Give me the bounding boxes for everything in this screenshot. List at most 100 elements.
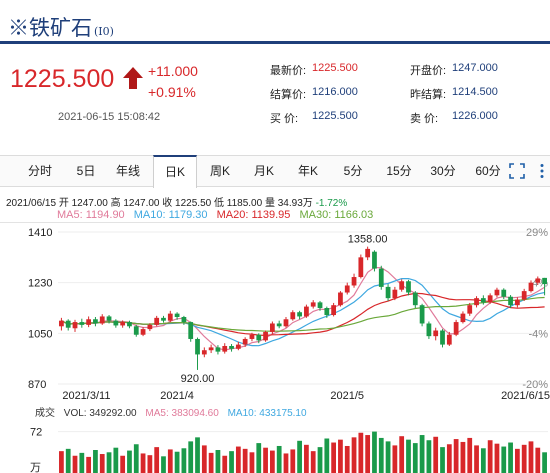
bid-price-value: 1225.500 xyxy=(312,110,358,122)
volume-bar xyxy=(140,453,146,473)
candle xyxy=(86,319,92,325)
candle xyxy=(120,322,126,326)
volume-bar xyxy=(297,440,302,473)
candle xyxy=(372,251,377,269)
kline-chart[interactable]: 1410 29%1230 4%1050 -4%870 -20%1358.00920.00… xyxy=(0,222,550,402)
tab-weekly-k[interactable]: 周K xyxy=(209,164,230,178)
open-price-label: 开盘价: xyxy=(410,65,447,77)
x-tick-label: 2021/6/15 xyxy=(501,390,550,402)
more-icon[interactable] xyxy=(534,163,550,179)
page-title: ※铁矿石 (I0) xyxy=(8,12,114,42)
candle xyxy=(59,320,64,327)
commodity-code: (I0) xyxy=(94,25,114,38)
volume-legend: 成交 VOL: 349292.00 MA5: 383094.60 MA10: 4… xyxy=(35,404,313,419)
candle xyxy=(385,286,391,299)
candle xyxy=(406,281,411,293)
candle xyxy=(521,291,527,300)
y-tick-pct-label: -20% xyxy=(522,379,548,391)
last-price: 1225.500 xyxy=(10,65,115,93)
volume-bar xyxy=(242,448,248,473)
volume-bar xyxy=(113,447,119,473)
candle xyxy=(365,248,371,258)
tab-15min[interactable]: 15分 xyxy=(386,164,412,178)
x-tick-label: 2021/3/11 xyxy=(62,390,110,402)
volume-bar xyxy=(440,447,445,473)
commodity-name: ※铁矿石 xyxy=(8,16,92,40)
candle xyxy=(467,305,473,314)
volume-bar xyxy=(433,436,439,473)
volume-bar xyxy=(351,437,357,473)
candle xyxy=(426,323,432,337)
candle xyxy=(263,331,268,341)
ma-legend: MA5: 1194.90 MA10: 1179.30 MA20: 1139.95… xyxy=(57,209,379,221)
candle xyxy=(229,346,234,349)
volume-bar xyxy=(215,450,221,473)
ma20-legend: MA20: 1139.95 xyxy=(216,209,291,221)
volume-bar xyxy=(59,451,64,473)
volume-bar xyxy=(487,440,493,473)
volume-bar xyxy=(324,438,330,473)
volume-ma5: MA5: 383094.60 xyxy=(145,408,219,419)
tab-5day[interactable]: 5日 xyxy=(76,164,96,178)
y-tick-label: 870 xyxy=(28,379,46,391)
volume-bar xyxy=(508,442,513,473)
volume-bar xyxy=(174,451,180,473)
candle xyxy=(358,257,364,278)
candle xyxy=(508,296,513,306)
volume-bar xyxy=(399,436,405,473)
candle xyxy=(412,292,418,306)
candle xyxy=(351,277,357,286)
candle xyxy=(167,313,173,321)
volume-bar xyxy=(99,454,105,473)
volume-bar xyxy=(514,448,520,473)
tab-yearline[interactable]: 年线 xyxy=(115,164,140,178)
tab-yearly-k[interactable]: 年K xyxy=(297,164,318,178)
candle xyxy=(419,305,425,324)
tab-5min[interactable]: 5分 xyxy=(343,164,363,178)
tab-30min[interactable]: 30分 xyxy=(430,164,456,178)
candle xyxy=(378,268,384,287)
volume-bar xyxy=(201,445,207,473)
ask-price-label: 卖 价: xyxy=(410,113,439,125)
candle xyxy=(127,322,132,327)
volume-bar xyxy=(222,455,228,473)
tab-60min[interactable]: 60分 xyxy=(475,164,501,178)
volume-bar xyxy=(521,444,527,473)
candle xyxy=(140,329,146,335)
candle xyxy=(242,338,248,345)
ohlc-open: 开 1247.00 xyxy=(58,198,108,209)
candle xyxy=(113,320,119,326)
tab-daily-k[interactable]: 日K xyxy=(153,155,197,188)
settle-price-value: 1216.000 xyxy=(312,86,358,98)
fullscreen-icon[interactable] xyxy=(509,163,525,179)
low-annotation: 920.00 xyxy=(181,373,215,385)
candle xyxy=(392,289,398,299)
candle xyxy=(215,347,221,352)
candle xyxy=(453,322,459,335)
ma10-line xyxy=(61,277,545,347)
candle xyxy=(310,302,316,307)
candle xyxy=(79,322,85,325)
ohlc-change: -1.72% xyxy=(315,198,348,209)
volume-bar xyxy=(501,446,507,473)
tab-monthly-k[interactable]: 月K xyxy=(253,164,274,178)
volume-chart[interactable]: 72 万 xyxy=(0,417,550,473)
candle xyxy=(154,317,160,325)
tab-intraday[interactable]: 分时 xyxy=(27,164,52,178)
volume-bar xyxy=(263,447,268,473)
volume-bar xyxy=(480,448,486,473)
volume-bar xyxy=(154,447,160,473)
volume-bar xyxy=(106,452,112,473)
volume-bar xyxy=(290,449,296,473)
candle xyxy=(256,334,262,341)
ma5-legend: MA5: 1194.90 xyxy=(57,209,125,221)
volume-bar xyxy=(195,437,200,473)
candle xyxy=(133,326,139,335)
volume-bar xyxy=(378,437,384,473)
candle xyxy=(528,282,534,292)
candle xyxy=(201,350,207,355)
latest-price-value: 1225.500 xyxy=(312,62,358,74)
prev-settle-label: 昨结算: xyxy=(410,89,447,101)
y-tick-label: 1230 xyxy=(28,278,52,290)
volume-unit-label: 万 xyxy=(30,462,41,473)
